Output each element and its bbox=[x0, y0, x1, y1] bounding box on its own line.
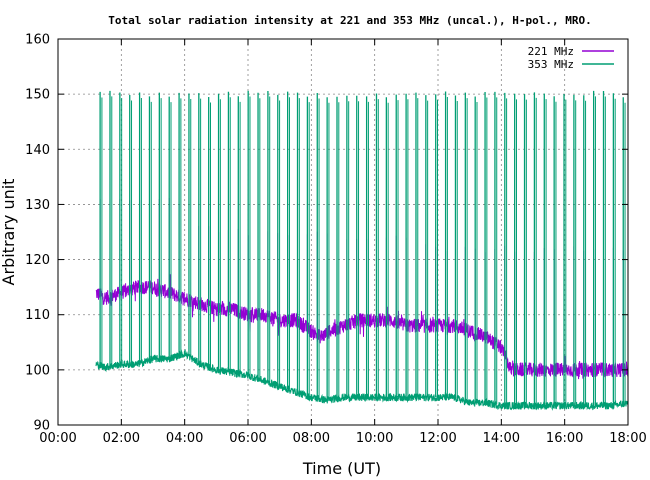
y-axis-label: Arbitrary unit bbox=[0, 179, 18, 286]
x-tick-label: 00:00 bbox=[39, 431, 76, 446]
legend-label-221: 221 MHz bbox=[528, 45, 574, 58]
chart-series-layer bbox=[95, 90, 629, 411]
x-tick-label: 12:00 bbox=[419, 431, 456, 446]
chart-title: Total solar radiation intensity at 221 a… bbox=[108, 14, 591, 27]
series-line-353 bbox=[95, 348, 629, 411]
y-axis-ticks: 90 100 110 120 130 140 150 160 bbox=[25, 33, 628, 434]
y-tick-label: 100 bbox=[25, 363, 50, 378]
x-axis-label: Time (UT) bbox=[302, 459, 381, 478]
x-tick-label: 10:00 bbox=[356, 431, 393, 446]
x-tick-label: 16:00 bbox=[546, 431, 583, 446]
x-tick-label: 18:00 bbox=[609, 431, 646, 446]
y-tick-label: 150 bbox=[25, 88, 50, 103]
x-axis-ticks: 00:00 02:00 04:00 06:00 08:00 10:00 12:00 14:00… bbox=[39, 39, 647, 446]
x-tick-label: 02:00 bbox=[103, 431, 140, 446]
y-tick-label: 110 bbox=[25, 308, 50, 323]
y-tick-label: 140 bbox=[25, 143, 50, 158]
x-tick-label: 14:00 bbox=[483, 431, 520, 446]
y-tick-label: 160 bbox=[25, 33, 50, 48]
legend-label-353: 353 MHz bbox=[528, 58, 574, 71]
x-tick-label: 08:00 bbox=[293, 431, 330, 446]
series-line-221 bbox=[95, 198, 629, 380]
x-tick-label: 06:00 bbox=[229, 431, 266, 446]
plot-frame bbox=[57, 38, 629, 426]
legend: 221 MHz 353 MHz bbox=[528, 45, 614, 71]
y-tick-label: 130 bbox=[25, 198, 50, 213]
y-tick-label: 120 bbox=[25, 253, 50, 268]
y-tick-label: 90 bbox=[33, 419, 50, 434]
x-tick-label: 04:00 bbox=[166, 431, 203, 446]
